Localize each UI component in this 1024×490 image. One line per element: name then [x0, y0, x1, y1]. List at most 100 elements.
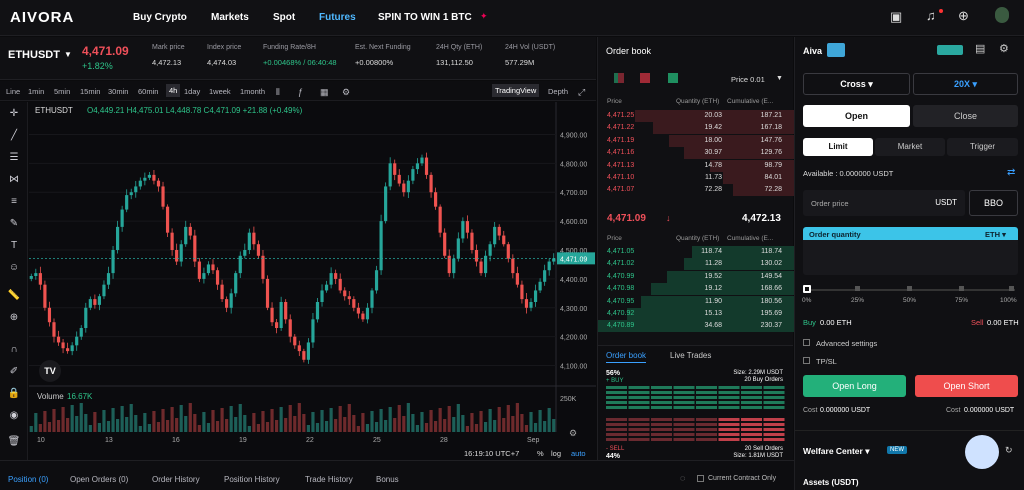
orderbook-row[interactable]: 4,470.99 19.52 149.54: [598, 270, 794, 283]
chevron-down-icon[interactable]: ▼: [64, 50, 72, 59]
tab-open-orders[interactable]: Open Orders (0): [70, 475, 129, 484]
price-step-select[interactable]: Price 0.01: [731, 75, 765, 84]
interval-60min[interactable]: 60min: [138, 87, 159, 96]
orderbook-row[interactable]: 4,471.25 20.03 187.21: [598, 110, 794, 122]
calculator-icon[interactable]: ▤: [975, 43, 986, 55]
welfare-center-button[interactable]: Welfare Center ▾: [803, 446, 870, 456]
orderbook-row[interactable]: 4,471.16 30.97 129.76: [598, 147, 794, 160]
gamepad-icon[interactable]: ▣: [890, 9, 903, 24]
layout-icon[interactable]: ▦: [320, 87, 329, 97]
magnet-icon[interactable]: ∩: [10, 344, 18, 355]
crosshair-icon[interactable]: ✛: [9, 108, 19, 119]
quantity-unit-select[interactable]: ETH ▾: [985, 230, 1006, 239]
orderbook-row[interactable]: 4,470.95 11.90 180.56: [598, 295, 794, 308]
view-bids-icon[interactable]: [668, 73, 678, 83]
pattern-icon[interactable]: ⋈: [9, 174, 19, 185]
advanced-checkbox[interactable]: [803, 339, 810, 346]
interval-30min[interactable]: 30min: [108, 87, 129, 96]
order-type-limit[interactable]: Limit: [803, 138, 873, 156]
slider-handle[interactable]: [803, 285, 811, 293]
trash-icon[interactable]: 🗑: [7, 436, 21, 447]
bbo-button[interactable]: BBO: [969, 190, 1018, 216]
interval-4h[interactable]: 4h: [166, 84, 181, 97]
log-toggle[interactable]: log: [551, 449, 562, 458]
percent-toggle[interactable]: %: [537, 449, 544, 458]
leverage-select[interactable]: 20X ▾: [913, 73, 1018, 95]
nav-markets[interactable]: Markets: [211, 12, 249, 23]
nav-buy-crypto[interactable]: Buy Crypto: [133, 12, 187, 23]
hide-icon[interactable]: ◌: [680, 473, 686, 483]
tab-position[interactable]: Position (0): [8, 475, 49, 484]
gear-icon[interactable]: ⚙: [999, 43, 1009, 55]
text-icon[interactable]: T: [10, 240, 18, 251]
view-asks-icon[interactable]: [640, 73, 650, 83]
interval-1min[interactable]: 1min: [28, 87, 45, 96]
nav-spot[interactable]: Spot: [273, 12, 296, 23]
interval-5min[interactable]: 5min: [54, 87, 71, 96]
chevron-down-icon[interactable]: ▼: [776, 75, 783, 82]
price-chart[interactable]: 4,900.00 4,800.00 4,700.00 4,600.00 4,500.00…: [29, 102, 596, 446]
depth-tab[interactable]: Depth: [548, 87, 569, 96]
current-only-checkbox[interactable]: [697, 475, 704, 482]
ruler-icon[interactable]: 📏: [7, 290, 21, 301]
order-type-market[interactable]: Market: [875, 138, 945, 156]
symbol-name[interactable]: ETHUSDT: [8, 49, 60, 61]
orderbook-row[interactable]: 4,470.92 15.13 195.69: [598, 308, 794, 320]
tradingview-tab[interactable]: TradingView: [492, 84, 540, 97]
open-tab[interactable]: Open: [803, 105, 910, 127]
view-both-icon[interactable]: [614, 73, 624, 83]
orderbook-row[interactable]: 4,471.19 18.00 147.76: [598, 134, 794, 147]
candlestick-chart[interactable]: 4,900.00 4,800.00 4,700.00 4,600.00 4,500.00…: [29, 102, 596, 446]
tab-bonus[interactable]: Bonus: [376, 475, 399, 484]
open-long-button[interactable]: Open Long: [803, 375, 906, 397]
orderbook-row[interactable]: 4,470.89 34.68 230.37: [598, 320, 794, 333]
zoom-in-icon[interactable]: ⊕: [9, 312, 19, 323]
expand-icon[interactable]: ⤢: [578, 87, 586, 97]
indicators-icon[interactable]: ƒ: [298, 87, 304, 97]
assistant-bot-icon[interactable]: [965, 435, 999, 469]
nav-spin[interactable]: SPIN TO WIN 1 BTC: [378, 12, 472, 23]
tab-live-trades[interactable]: Live Trades: [670, 351, 712, 360]
orderbook-row[interactable]: 4,471.22 19.42 167.18: [598, 122, 794, 135]
open-short-button[interactable]: Open Short: [915, 375, 1018, 397]
brush-icon[interactable]: ✎: [9, 218, 19, 229]
auto-toggle[interactable]: auto: [571, 449, 586, 458]
promo-badge-icon[interactable]: [937, 45, 963, 55]
slider-stop-100[interactable]: [1009, 286, 1014, 291]
trendline-icon[interactable]: ╱: [10, 130, 18, 141]
tpsl-checkbox[interactable]: [803, 357, 810, 364]
horizontal-lines-icon[interactable]: ☰: [9, 152, 19, 163]
chart-settings-icon[interactable]: ⚙: [569, 428, 578, 438]
close-tab[interactable]: Close: [913, 105, 1018, 127]
settings-icon[interactable]: ⚙: [342, 87, 351, 97]
avatar[interactable]: [995, 7, 1009, 23]
interval-1month[interactable]: 1month: [240, 87, 266, 96]
orderbook-row[interactable]: 4,471.05 118.74 118.74: [598, 246, 794, 258]
bell-icon[interactable]: ♫: [926, 8, 936, 23]
refresh-icon[interactable]: ↻: [1005, 445, 1013, 455]
orderbook-row[interactable]: 4,471.07 72.28 72.28: [598, 184, 794, 197]
order-type-trigger[interactable]: Trigger: [947, 138, 1018, 156]
interval-1day[interactable]: 1day: [184, 87, 201, 96]
globe-icon[interactable]: ⊕: [958, 8, 969, 23]
logo[interactable]: AIVORA: [10, 9, 75, 26]
orderbook-row[interactable]: 4,471.10 11.73 84.01: [598, 172, 794, 184]
tab-orderbook[interactable]: Order book: [606, 351, 647, 363]
emoji-icon[interactable]: ☺: [8, 262, 20, 273]
transfer-icon[interactable]: ⇄: [1007, 167, 1016, 178]
slider-stop-50[interactable]: [907, 286, 912, 291]
tab-trade-history[interactable]: Trade History: [305, 475, 353, 484]
orderbook-row[interactable]: 4,471.13 14.78 98.79: [598, 159, 794, 172]
interval-1week[interactable]: 1week: [209, 87, 231, 96]
nav-futures[interactable]: Futures: [319, 12, 356, 23]
interval-line[interactable]: Line: [6, 87, 21, 96]
order-quantity-input[interactable]: [803, 227, 1018, 275]
slider-stop-25[interactable]: [855, 286, 860, 291]
lock-icon[interactable]: 🔒: [7, 388, 21, 399]
orderbook-row[interactable]: 4,470.98 19.12 168.66: [598, 283, 794, 296]
fib-icon[interactable]: ≡: [11, 196, 17, 207]
tab-order-history[interactable]: Order History: [152, 475, 200, 484]
orderbook-row[interactable]: 4,471.02 11.28 130.02: [598, 258, 794, 271]
eye-icon[interactable]: ◉: [9, 410, 19, 421]
order-price-input[interactable]: Order price USDT: [803, 190, 965, 216]
